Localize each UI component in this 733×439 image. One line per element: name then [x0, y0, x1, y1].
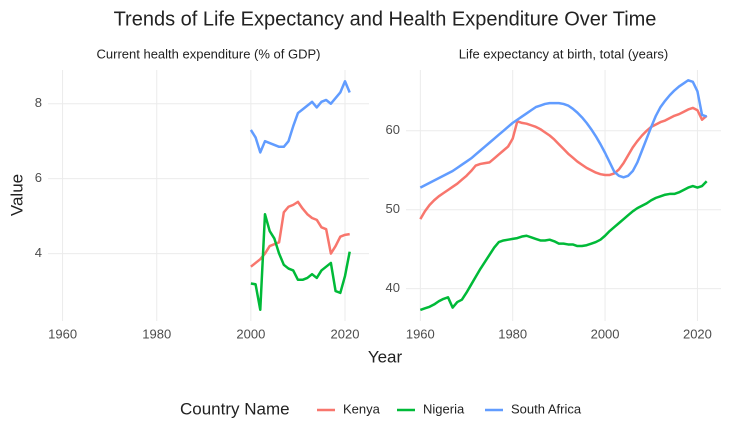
legend-label: South Africa — [511, 401, 582, 416]
y-tick-label: 8 — [35, 95, 42, 110]
x-axis-label: Year — [368, 347, 403, 366]
line-series — [419, 106, 708, 220]
y-axis-label: Value — [7, 174, 26, 216]
legend-title: Country Name — [180, 399, 290, 418]
facet-title: Current health expenditure (% of GDP) — [97, 46, 321, 61]
x-tick-label: 1980 — [142, 326, 171, 341]
x-tick-label: 2000 — [236, 326, 265, 341]
x-tick-label: 1960 — [48, 326, 77, 341]
y-tick-label: 6 — [35, 170, 42, 185]
facet-title: Life expectancy at birth, total (years) — [459, 46, 669, 61]
x-tick-label: 1960 — [406, 326, 435, 341]
line-series — [419, 180, 708, 312]
x-tick-label: 1980 — [498, 326, 527, 341]
x-tick-label: 2020 — [331, 326, 360, 341]
legend-label: Nigeria — [423, 401, 465, 416]
line-series — [419, 79, 708, 189]
chart-title: Trends of Life Expectancy and Health Exp… — [114, 8, 657, 30]
legend-label: Kenya — [343, 401, 381, 416]
x-tick-label: 2000 — [591, 326, 620, 341]
x-tick-label: 2020 — [683, 326, 712, 341]
line-series — [249, 79, 351, 154]
y-tick-label: 4 — [35, 245, 42, 260]
line-series — [250, 200, 350, 268]
y-tick-label: 60 — [386, 122, 400, 137]
y-tick-label: 40 — [386, 280, 400, 295]
y-tick-label: 50 — [386, 201, 400, 216]
line-series — [250, 212, 351, 312]
